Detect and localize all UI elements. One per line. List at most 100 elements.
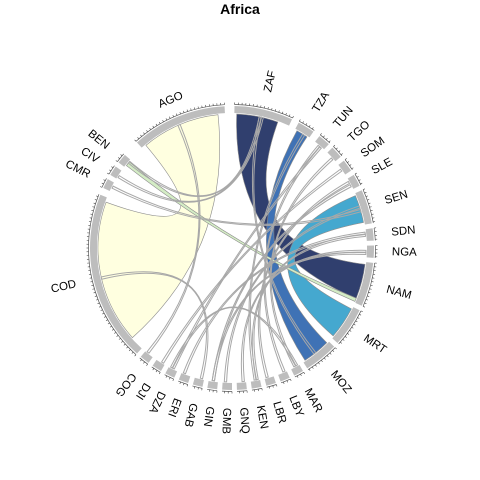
- sector-tick: [360, 310, 363, 313]
- sector-tick: [114, 332, 117, 334]
- sector-axis: [164, 374, 174, 380]
- sector-tick: [172, 114, 174, 118]
- link-lbr-sle: [257, 180, 351, 379]
- sector-track: [118, 154, 131, 167]
- sector-tick: [300, 373, 302, 377]
- sector-tick: [93, 292, 96, 294]
- sector-tick: [107, 322, 110, 325]
- sector-label-tgo: TGO: [346, 119, 373, 145]
- sector-track: [234, 106, 293, 126]
- sector-tick: [332, 350, 335, 352]
- sector-track: [192, 377, 204, 387]
- sector-tick: [358, 179, 361, 181]
- sector-axis: [151, 366, 161, 373]
- sector-tick: [158, 121, 161, 124]
- sector-label-lbr: LBR: [270, 400, 288, 425]
- sector-tick: [303, 372, 306, 375]
- sector-track: [347, 174, 360, 189]
- sector-tick: [340, 341, 343, 344]
- sector-lby: [278, 371, 292, 384]
- sector-label-mar: MAR: [302, 386, 325, 414]
- sector-lbr: [264, 376, 278, 389]
- sector-tick: [111, 166, 114, 169]
- sector-track: [207, 380, 218, 390]
- sector-layer: [86, 102, 378, 394]
- sector-label-tza: TZA: [311, 90, 333, 115]
- sector-tick: [143, 361, 145, 364]
- link-cmr-sen: [111, 185, 362, 226]
- sector-tun: [315, 133, 331, 150]
- sector-tick: [271, 108, 273, 111]
- sector-tick: [353, 323, 356, 326]
- sector-track: [136, 106, 225, 148]
- sector-tick: [267, 107, 269, 110]
- sector-axis: [236, 390, 248, 392]
- sector-label-tun: TUN: [331, 104, 355, 130]
- sector-tick: [357, 317, 360, 319]
- sector-tick: [335, 147, 338, 150]
- sector-tick: [117, 157, 120, 159]
- sector-sle: [347, 172, 363, 189]
- sector-tick: [137, 137, 140, 140]
- sector-sen: [355, 188, 376, 225]
- sector-tgo: [327, 144, 343, 162]
- sector-tick: [149, 127, 151, 130]
- sector-civ: [107, 165, 122, 179]
- sector-tick: [349, 164, 352, 166]
- link-gin-nga: [211, 251, 367, 382]
- link-ken-tza: [248, 133, 306, 381]
- sector-tick: [126, 346, 129, 349]
- sector-tick: [369, 206, 372, 208]
- sector-tick: [131, 351, 134, 354]
- link-lby-tun: [263, 144, 321, 373]
- sector-cod: [86, 194, 142, 357]
- sector-tick: [299, 119, 301, 122]
- sector-label-moz: MOZ: [328, 369, 353, 396]
- sector-tick: [318, 362, 320, 365]
- sector-tick: [116, 335, 119, 337]
- sector-axis: [108, 165, 115, 175]
- sector-gnq: [236, 382, 248, 394]
- sector-tick: [94, 295, 97, 297]
- sector-tick: [278, 110, 280, 113]
- sector-track: [250, 380, 262, 389]
- sector-axis: [373, 227, 376, 241]
- sector-track: [236, 382, 247, 390]
- sector-tick: [354, 172, 357, 175]
- sector-tick: [311, 127, 314, 130]
- sector-tick: [176, 113, 178, 116]
- sector-tick: [369, 288, 372, 290]
- sector-tick: [326, 355, 329, 358]
- sector-track: [355, 190, 372, 225]
- sector-nam: [355, 262, 377, 308]
- sector-tick: [335, 347, 337, 350]
- sector-track: [165, 367, 178, 378]
- sector-tick: [368, 292, 371, 294]
- sector-label-eri: ERI: [165, 396, 183, 418]
- sector-tick: [321, 360, 323, 363]
- sector-eri: [178, 373, 191, 387]
- sector-axis: [139, 357, 148, 365]
- sector-tick: [172, 378, 174, 382]
- sector-track: [110, 166, 122, 179]
- sector-tick: [285, 112, 287, 116]
- sector-tick: [355, 320, 358, 323]
- sector-tick: [351, 167, 354, 170]
- sector-tick: [365, 299, 368, 301]
- sector-tick: [360, 182, 363, 185]
- sector-tick: [367, 295, 370, 297]
- sector-tick: [120, 154, 123, 156]
- sector-tza: [295, 119, 315, 138]
- sector-tick: [183, 110, 185, 113]
- sector-tick: [165, 375, 168, 378]
- sector-track: [291, 364, 303, 376]
- sector-tick: [276, 384, 278, 387]
- sector-tick: [364, 302, 367, 304]
- sector-track: [365, 228, 374, 241]
- link-ben-nam: [125, 161, 357, 302]
- sector-dji: [151, 359, 165, 375]
- sector-sdn: [365, 227, 378, 241]
- sector-axis: [294, 371, 304, 378]
- sector-tick: [109, 169, 112, 172]
- sector-track: [152, 359, 165, 371]
